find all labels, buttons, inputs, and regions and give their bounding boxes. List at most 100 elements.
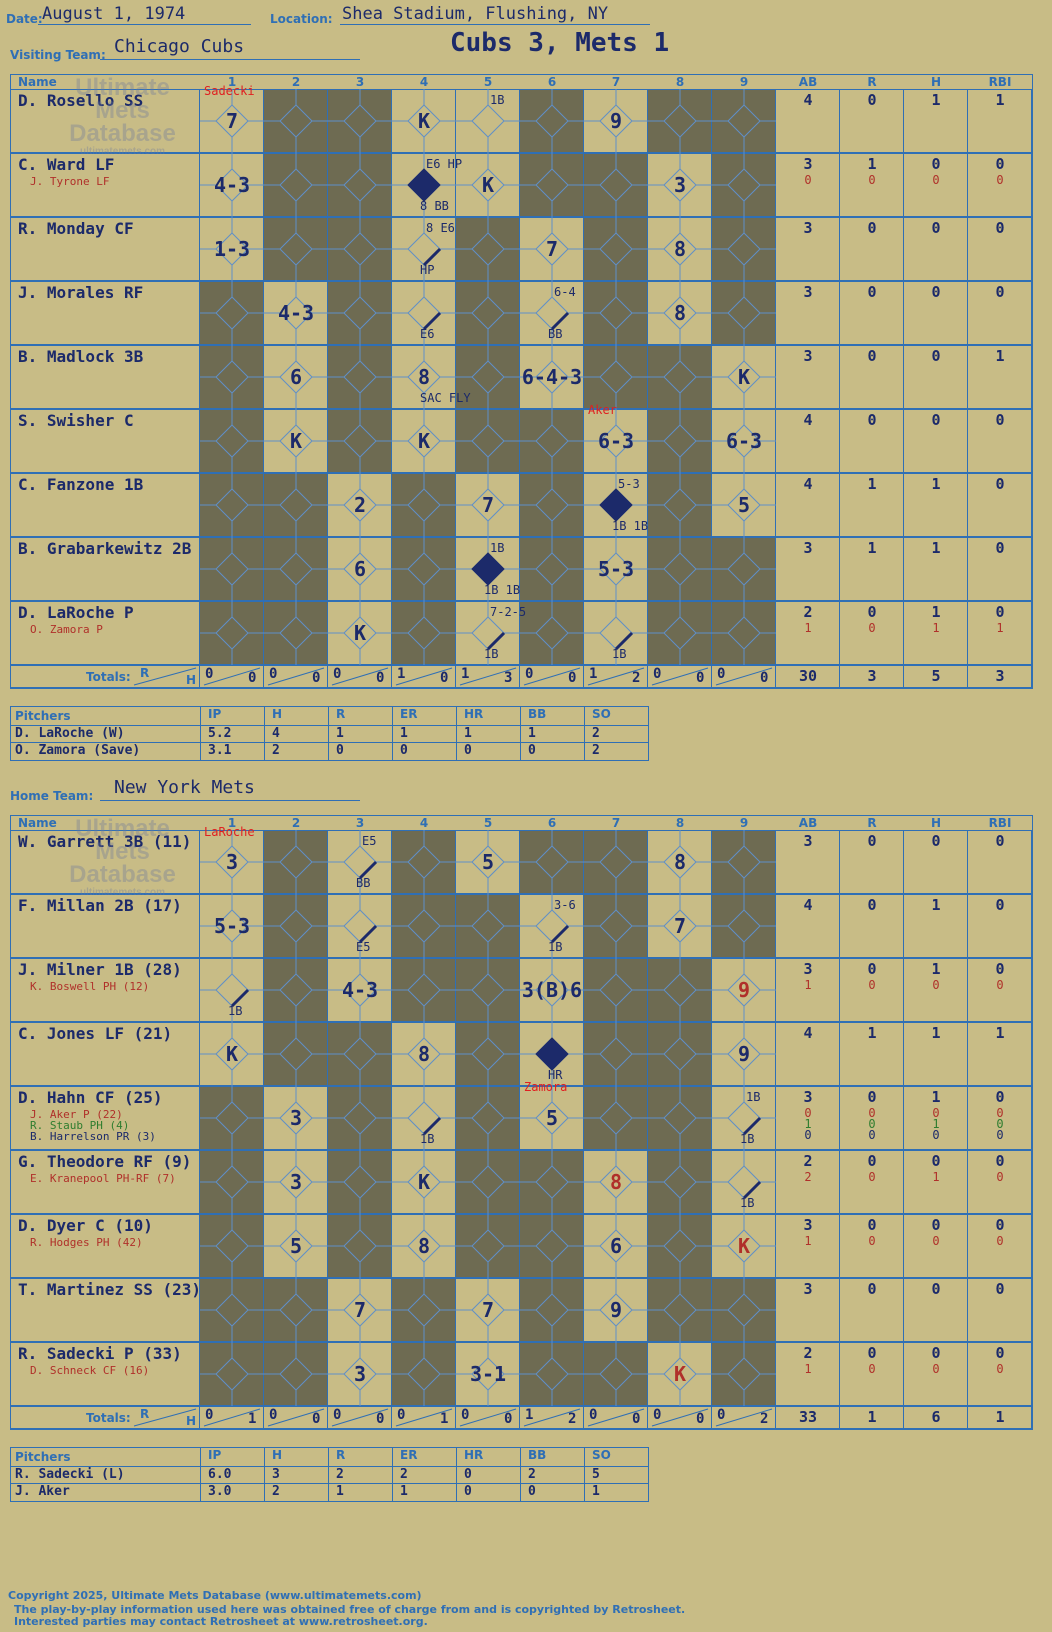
inning-total-cell (264, 665, 328, 688)
watermark-url: ultimatemets.com (79, 146, 166, 157)
stat-cell (776, 153, 840, 217)
location-label: Location: (270, 12, 333, 26)
sub-stat-h: 1 (932, 1170, 940, 1184)
play-result: 6-3 (725, 429, 763, 453)
inning-hits: 0 (312, 670, 321, 686)
play-note: BB (356, 876, 371, 890)
total-stat-h: 5 (931, 667, 941, 685)
sub-stat-r: 0 (868, 1234, 876, 1248)
inning-hits: 1 (248, 1411, 257, 1427)
pitcher-name: O. Zamora (Save) (15, 743, 141, 758)
base-diamond (471, 1165, 505, 1199)
pitcher-stat-ip: 6.0 (208, 1467, 232, 1482)
inning-hits: 0 (440, 670, 449, 686)
totals-slash (715, 667, 773, 686)
inning-runs: 0 (589, 1407, 598, 1423)
base-diamond (215, 1229, 249, 1263)
pitcher-col-line (264, 1447, 265, 1501)
inning-hits: 0 (760, 670, 769, 686)
batter-stat-h: 1 (931, 896, 941, 914)
pitcher-col-r: R (336, 707, 346, 721)
pitcher-col-line (584, 1447, 585, 1501)
stat-cell (968, 830, 1032, 894)
sub-stat-h: 0 (932, 173, 940, 187)
base-diamond (343, 1229, 377, 1263)
base-diamond (471, 1229, 505, 1263)
visiting-team-label: Visiting Team: (10, 48, 106, 62)
play-result: K (417, 1170, 431, 1194)
base-diamond (471, 1101, 505, 1135)
base-diamond (215, 1165, 249, 1199)
hit-path (550, 924, 570, 944)
play-result: 8 (673, 301, 687, 325)
stat-cell (776, 345, 840, 409)
inning-runs: 1 (397, 666, 406, 682)
pitcher-col-line (520, 1447, 521, 1501)
inning-total-cell (392, 665, 456, 688)
pitcher-name: R. Sadecki (L) (15, 1467, 125, 1482)
base-diamond (407, 1101, 441, 1135)
pitcher-stat-er: 1 (400, 1484, 408, 1499)
inning-header-2: 2 (291, 75, 301, 89)
totals-slash (651, 667, 709, 686)
play-result: K (353, 621, 367, 645)
batter-name: D. Dyer C (10) (18, 1216, 153, 1235)
play-result: 7 (481, 493, 495, 517)
play-result: 8 (417, 365, 431, 389)
stat-cell (968, 894, 1032, 958)
name-header: Name (18, 75, 57, 89)
stat-header-rbi: RBI (988, 75, 1012, 89)
stat-cell (776, 958, 840, 1022)
inning-hits: 0 (696, 670, 705, 686)
total-stat-cell (904, 1406, 968, 1429)
batter-name-cell (10, 473, 200, 537)
inning-runs: 0 (461, 1407, 470, 1423)
base-diamond (407, 973, 441, 1007)
batter-stat-ab: 3 (803, 539, 813, 557)
sub-stat-extra: 0 (804, 1128, 812, 1142)
stat-cell (904, 830, 968, 894)
batter-stat-rbi: 0 (995, 475, 1005, 493)
inning-header-6: 6 (547, 816, 557, 830)
stat-cell (840, 1086, 904, 1150)
batter-stat-rbi: 0 (995, 539, 1005, 557)
stat-cell (904, 1278, 968, 1342)
batter-stat-h: 1 (931, 539, 941, 557)
play-result: 3 (289, 1106, 303, 1130)
watermark-line: Database (69, 861, 176, 888)
stat-cell (840, 1022, 904, 1086)
sub-stat-h: 1 (932, 621, 940, 635)
run-scored-diamond (471, 552, 505, 586)
stat-cell (968, 601, 1032, 665)
play-result: K (481, 173, 495, 197)
pitcher-stat-h: 3 (272, 1467, 280, 1482)
pitcher-row-line (10, 742, 648, 743)
pitcher-stat-bb: 0 (528, 743, 536, 758)
batter-stat-r: 0 (867, 1088, 877, 1106)
play-result: 6-4-3 (521, 365, 583, 389)
game-date: August 1, 1974 (42, 4, 186, 24)
total-stat-h: 6 (931, 1408, 941, 1426)
hit-path (358, 860, 378, 880)
batter-stat-rbi: 0 (995, 283, 1005, 301)
pitcher-col-so: SO (592, 707, 611, 721)
play-result: 9 (609, 1298, 623, 1322)
base-diamond (599, 845, 633, 879)
pitcher-stat-h: 2 (272, 1484, 280, 1499)
inning-runs: 0 (525, 666, 534, 682)
stat-cell (840, 1278, 904, 1342)
pitcher-stat-h: 2 (272, 743, 280, 758)
play-note: 1B (612, 647, 627, 661)
batter-name: J. Morales RF (18, 283, 144, 302)
inning-hits: 2 (568, 1411, 577, 1427)
inning-runs: 0 (269, 666, 278, 682)
batter-stat-ab: 4 (803, 1024, 813, 1042)
sub-stat-rbi: 0 (996, 978, 1004, 992)
stat-cell (968, 409, 1032, 473)
base-diamond (663, 1293, 697, 1327)
inning-header-5: 5 (483, 75, 493, 89)
batter-stat-rbi: 0 (995, 1088, 1005, 1106)
stat-cell (776, 537, 840, 601)
pitcher-stat-hr: 1 (464, 726, 472, 741)
